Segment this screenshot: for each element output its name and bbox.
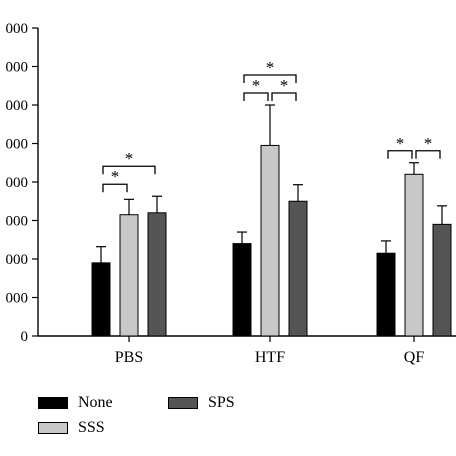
bar-sps-qf — [432, 223, 452, 337]
y-tick-label: 000 — [6, 252, 29, 268]
significance-star: * — [266, 58, 275, 77]
bar-sss-pbs — [119, 214, 139, 337]
significance-star: * — [280, 76, 289, 95]
significance-bracket — [387, 150, 413, 159]
legend-item-sps: SPS — [168, 394, 235, 412]
bar-sps-pbs — [147, 212, 167, 337]
bar-sss-htf — [260, 144, 280, 337]
bar-sps-htf — [288, 200, 308, 337]
legend: None SSS SPS — [38, 394, 278, 444]
bar-none-pbs — [91, 262, 111, 337]
significance-bracket — [102, 183, 128, 193]
y-tick-label: 000 — [6, 60, 29, 76]
x-tick-label-htf: HTF — [255, 349, 285, 366]
significance-bracket — [102, 165, 156, 175]
y-tick-label: 000 — [6, 214, 29, 230]
legend-swatch-none — [38, 397, 68, 409]
legend-item-none: None — [38, 394, 113, 412]
y-tick-label: 000 — [6, 21, 29, 37]
x-tick-label-pbs: PBS — [115, 349, 143, 366]
significance-star: * — [424, 134, 433, 153]
bar-none-htf — [232, 243, 252, 337]
legend-label-sss: SSS — [78, 419, 105, 436]
y-tick-label: 000 — [6, 291, 29, 307]
y-tick-label: 000 — [6, 137, 29, 153]
significance-bracket — [415, 150, 441, 159]
legend-swatch-sss — [38, 422, 68, 434]
y-tick-label: 000 — [6, 98, 29, 114]
y-tick-label: 0 — [21, 329, 29, 345]
significance-bracket — [271, 92, 297, 101]
significance-bracket — [243, 74, 297, 83]
bar-none-qf — [376, 252, 396, 337]
y-tick-label: 000 — [6, 175, 29, 191]
significance-bracket — [243, 92, 269, 101]
legend-label-sps: SPS — [208, 394, 235, 411]
legend-swatch-sps — [168, 397, 198, 409]
significance-star: * — [125, 149, 134, 168]
bar-sss-qf — [404, 173, 424, 337]
legend-item-sss: SSS — [38, 419, 105, 437]
significance-star: * — [252, 76, 261, 95]
x-tick-label-qf: QF — [404, 349, 425, 366]
legend-label-none: None — [78, 394, 113, 411]
significance-star: * — [111, 167, 120, 186]
significance-star: * — [396, 134, 405, 153]
bars — [91, 104, 452, 337]
significance-brackets: * * * * * * * — [102, 58, 441, 193]
